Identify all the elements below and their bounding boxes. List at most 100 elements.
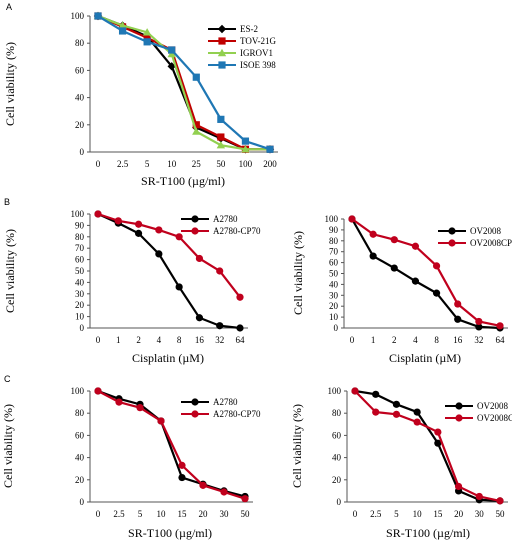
- data-point: [236, 293, 244, 301]
- data-point: [142, 28, 152, 36]
- y-tick-label: 40: [75, 453, 85, 463]
- x-tick-label: 2: [392, 335, 397, 345]
- legend-label: ES-2: [240, 24, 258, 34]
- legend-marker: [191, 227, 199, 235]
- data-point: [168, 46, 176, 54]
- data-point: [496, 497, 504, 505]
- y-tick-label: 30: [75, 289, 85, 299]
- y-tick-label: 40: [332, 453, 342, 463]
- x-tick-label: 2: [136, 335, 141, 345]
- legend-marker: [448, 239, 456, 247]
- data-point: [392, 410, 401, 418]
- data-point: [236, 324, 244, 332]
- data-point: [94, 387, 102, 395]
- y-tick-label: 100: [71, 209, 85, 219]
- data-point: [216, 141, 226, 149]
- data-point: [475, 317, 483, 326]
- y-tick-label: 0: [80, 147, 85, 157]
- x-tick-label: 8: [434, 335, 439, 345]
- x-tick-label: 4: [157, 335, 162, 345]
- data-point: [390, 236, 398, 244]
- series-line: [351, 218, 501, 330]
- data-point: [372, 408, 380, 416]
- x-tick-label: 20: [199, 509, 209, 519]
- x-tick-label: 5: [138, 509, 143, 519]
- y-tick-label: 20: [329, 301, 339, 311]
- x-tick-label: 15: [178, 509, 188, 519]
- x-tick-label: 5: [145, 159, 150, 169]
- x-axis-title: SR-T100 (µg/ml): [128, 526, 212, 540]
- legend-marker: [191, 410, 199, 418]
- series-line: [97, 390, 246, 500]
- data-point: [372, 390, 380, 398]
- panel-label-c: C: [4, 374, 11, 384]
- data-point: [178, 461, 186, 469]
- y-tick-label: 80: [75, 232, 85, 242]
- x-tick-label: 30: [475, 509, 485, 519]
- panel-label-a: A: [6, 2, 12, 12]
- data-point: [266, 145, 274, 153]
- data-point: [136, 404, 144, 412]
- y-tick-label: 10: [329, 312, 339, 322]
- data-point: [454, 315, 462, 323]
- y-tick-label: 80: [75, 408, 85, 418]
- legend-label: A2780: [213, 214, 238, 224]
- data-point: [175, 283, 183, 291]
- y-tick-label: 100: [71, 386, 85, 396]
- legend-marker: [217, 48, 227, 57]
- x-tick-label: 2.5: [370, 509, 382, 519]
- x-tick-label: 64: [236, 335, 246, 345]
- y-tick-label: 50: [329, 269, 339, 279]
- y-tick-label: 60: [75, 65, 85, 75]
- data-point: [157, 417, 165, 425]
- x-tick-label: 64: [496, 335, 506, 345]
- data-point: [220, 488, 228, 496]
- y-tick-label: 100: [71, 11, 85, 21]
- legend-marker: [218, 37, 226, 45]
- x-axis-title: Cisplatin (µM): [389, 351, 461, 365]
- legend-label: OV2008CP: [477, 413, 512, 423]
- data-point: [411, 242, 420, 250]
- y-tick-label: 100: [328, 386, 342, 396]
- y-tick-label: 70: [75, 243, 85, 253]
- legend-label: ISOE 398: [240, 60, 276, 70]
- data-point: [94, 210, 102, 218]
- data-point: [114, 217, 122, 225]
- legend-label: A2780-CP70: [213, 226, 261, 236]
- y-tick-label: 20: [75, 120, 85, 130]
- legend-marker: [448, 227, 456, 235]
- x-tick-label: 2.5: [113, 509, 125, 519]
- legend-label: A2780-CP70: [213, 409, 261, 419]
- data-point: [192, 73, 200, 81]
- y-tick-label: 10: [75, 312, 85, 322]
- data-point: [392, 400, 401, 408]
- x-tick-label: 30: [220, 509, 230, 519]
- data-point: [413, 418, 421, 426]
- y-tick-label: 80: [332, 408, 342, 418]
- x-tick-label: 50: [496, 509, 506, 519]
- x-tick-label: 16: [453, 335, 463, 345]
- data-point: [178, 473, 186, 482]
- x-tick-label: 4: [413, 335, 418, 345]
- x-tick-label: 0: [353, 509, 358, 519]
- x-tick-label: 10: [157, 509, 167, 519]
- x-tick-label: 2.5: [117, 159, 129, 169]
- data-point: [475, 323, 483, 331]
- legend-marker: [191, 398, 199, 406]
- x-tick-label: 16: [195, 335, 205, 345]
- x-tick-label: 0: [350, 335, 355, 345]
- legend-label: OV2008: [470, 226, 501, 236]
- data-point: [432, 289, 441, 297]
- y-tick-label: 60: [75, 255, 85, 265]
- y-axis-title: Cell viability (%): [290, 404, 304, 488]
- data-point: [155, 250, 163, 258]
- data-point: [115, 398, 123, 406]
- legend-label: OV2008CP: [470, 238, 512, 248]
- data-point: [348, 215, 356, 223]
- legend-label: OV2008: [477, 401, 508, 411]
- data-point: [216, 267, 224, 275]
- y-tick-label: 20: [75, 300, 85, 310]
- legend-marker: [218, 61, 226, 69]
